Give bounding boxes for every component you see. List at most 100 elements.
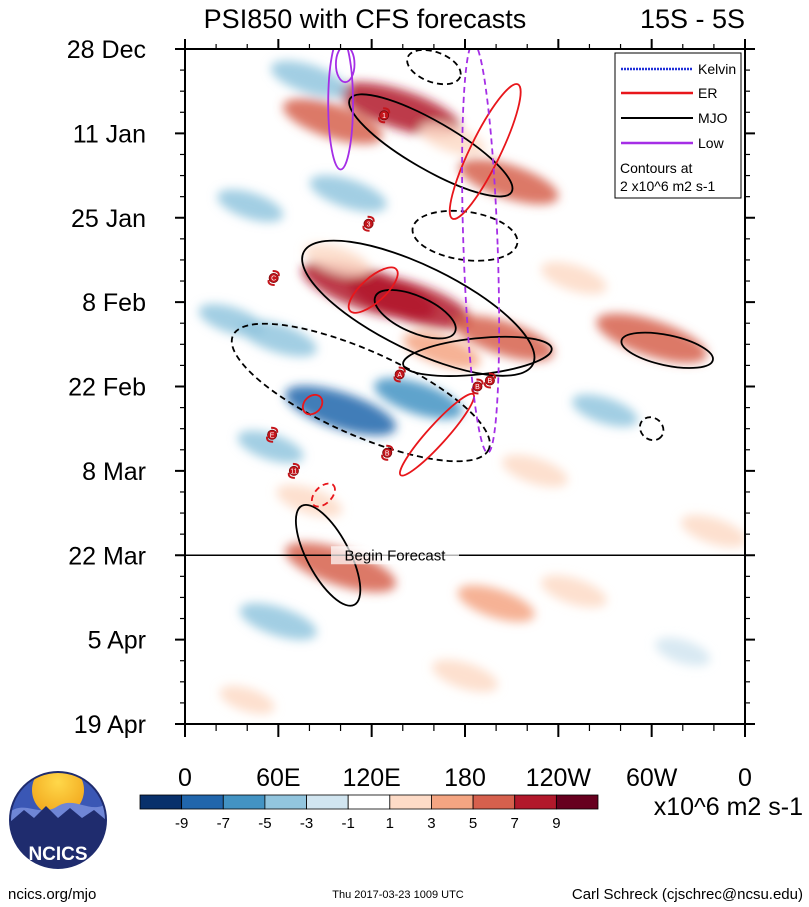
x-tick-label: 120E bbox=[342, 764, 400, 792]
legend-er-label: ER bbox=[698, 85, 717, 101]
storm-swirl-icon bbox=[265, 426, 279, 443]
colorbar-units: x10^6 m2 s-1 bbox=[654, 793, 803, 821]
anomaly-blob-1 bbox=[338, 82, 461, 137]
anomaly-blob-25 bbox=[655, 637, 711, 666]
y-tick-label: 5 Apr bbox=[88, 627, 146, 655]
colorbar-swatch-1 bbox=[181, 794, 224, 810]
storm-symbol-icon bbox=[382, 447, 393, 458]
footer-timestamp: Thu 2017-03-23 1009 UTC bbox=[332, 889, 464, 901]
contour-mjo-0 bbox=[348, 93, 514, 198]
anomaly-blob-11 bbox=[403, 331, 481, 369]
storm-symbol-icon bbox=[484, 375, 495, 386]
colorbar-label: 1 bbox=[386, 815, 394, 832]
storm-label: B bbox=[488, 378, 493, 385]
contour-er-10 bbox=[448, 83, 522, 220]
storm-swirl-icon bbox=[393, 366, 406, 383]
contour-mjo-8 bbox=[406, 49, 462, 86]
anomaly-blob-5 bbox=[458, 158, 559, 205]
contour-low-16 bbox=[461, 49, 501, 454]
legend-note-line1: Contours at bbox=[620, 160, 692, 176]
y-tick-label: 25 Jan bbox=[71, 205, 146, 233]
anomaly-blob-24 bbox=[239, 603, 317, 640]
storm-marker-3: A bbox=[393, 366, 406, 383]
chart-title: PSI850 with CFS forecasts bbox=[204, 4, 527, 34]
anomaly-blob-18 bbox=[572, 394, 638, 427]
storm-marker-1: 3 bbox=[362, 215, 375, 232]
anomaly-blob-15 bbox=[237, 430, 304, 464]
colorbar-label: 7 bbox=[511, 815, 519, 832]
storm-markers: 1 3 C A E B 11 B B bbox=[265, 107, 497, 479]
colorbar-label: -1 bbox=[342, 815, 355, 832]
storm-marker-4: E bbox=[265, 426, 279, 443]
x-tick-label: 60E bbox=[256, 764, 300, 792]
colorbar-swatch-6 bbox=[389, 794, 432, 810]
colorbar-label: -7 bbox=[217, 815, 230, 832]
colorbar-swatch-3 bbox=[264, 794, 307, 810]
chart-subtitle: 15S - 5S bbox=[640, 4, 745, 34]
storm-swirl-icon bbox=[362, 215, 375, 232]
y-tick-label: 22 Mar bbox=[68, 542, 146, 570]
legend: Kelvin ER MJO Low Contours at 2 x10^6 m2… bbox=[614, 52, 742, 199]
contour-mjo-5 bbox=[294, 503, 362, 607]
x-tick-label: 0 bbox=[738, 764, 752, 792]
storm-label: E bbox=[270, 432, 275, 439]
storm-swirl-icon bbox=[381, 444, 394, 461]
legend-mjo-label: MJO bbox=[698, 110, 728, 126]
anomaly-blob-0 bbox=[282, 98, 383, 144]
anomaly-field bbox=[198, 60, 745, 715]
anomaly-blob-3 bbox=[217, 189, 284, 222]
anomaly-blob-8 bbox=[349, 275, 472, 330]
colorbar: -9 -7 -5 -3 -1 1 3 5 7 9 bbox=[139, 794, 599, 832]
storm-label: 1 bbox=[382, 113, 386, 120]
anomaly-blob-9 bbox=[304, 243, 371, 277]
anomaly-blob-26 bbox=[432, 659, 498, 693]
colorbar-swatch-7 bbox=[431, 794, 474, 810]
anomaly-blob-28 bbox=[680, 514, 745, 548]
colorbar-swatch-8 bbox=[472, 794, 516, 810]
legend-note-line2: 2 x10^6 m2 s-1 bbox=[620, 178, 715, 194]
contour-low-15 bbox=[327, 49, 354, 171]
storm-swirl-icon bbox=[483, 372, 497, 389]
x-tick-label: 180 bbox=[444, 764, 486, 792]
colorbar-label: 3 bbox=[427, 815, 435, 832]
x-tick-label: 60W bbox=[626, 764, 678, 792]
x-tick-label: 0 bbox=[178, 764, 192, 792]
contour-mjo-1 bbox=[301, 239, 536, 377]
storm-swirl-icon bbox=[471, 378, 484, 395]
colorbar-swatch-10 bbox=[555, 794, 599, 810]
colorbar-swatch-4 bbox=[306, 794, 349, 810]
contour-er-14 bbox=[310, 482, 336, 508]
storm-marker-8: B bbox=[483, 372, 497, 389]
y-tick-label: 19 Apr bbox=[74, 711, 146, 739]
anomaly-blob-29 bbox=[198, 303, 265, 337]
storm-symbol-icon bbox=[472, 381, 483, 392]
anomaly-blob-22 bbox=[457, 585, 535, 622]
contour-mjo-4 bbox=[620, 331, 714, 369]
contour-mjo-3 bbox=[402, 335, 553, 377]
y-tick-label: 22 Feb bbox=[68, 374, 146, 402]
anomaly-blob-4 bbox=[309, 175, 387, 212]
legend-box bbox=[614, 52, 742, 199]
anomaly-blob-23 bbox=[540, 575, 607, 608]
storm-symbol-icon bbox=[379, 110, 390, 121]
colorbar-label: 5 bbox=[469, 815, 477, 832]
colorbar-label: 9 bbox=[552, 815, 560, 832]
legend-low-label: Low bbox=[698, 135, 725, 151]
x-axis: 0 60E 120E 180 120W 60W 0 bbox=[178, 39, 752, 792]
anomaly-blob-12 bbox=[454, 315, 554, 361]
colorbar-swatch-2 bbox=[222, 794, 266, 810]
storm-symbol-icon bbox=[288, 465, 299, 476]
colorbar-label: -5 bbox=[258, 815, 271, 832]
storm-label: 11 bbox=[290, 468, 297, 475]
storm-label: B bbox=[475, 384, 480, 391]
anomaly-blob-19 bbox=[502, 454, 568, 488]
x-tick-label: 120W bbox=[526, 764, 592, 792]
anomaly-blob-17 bbox=[540, 261, 607, 295]
storm-marker-7: B bbox=[471, 378, 484, 395]
anomaly-blob-6 bbox=[419, 123, 486, 156]
footer-site-link[interactable]: ncics.org/mjo bbox=[8, 886, 96, 903]
contour-er-13 bbox=[301, 393, 324, 416]
storm-marker-2: C bbox=[267, 270, 280, 287]
storm-symbol-icon bbox=[394, 369, 405, 380]
